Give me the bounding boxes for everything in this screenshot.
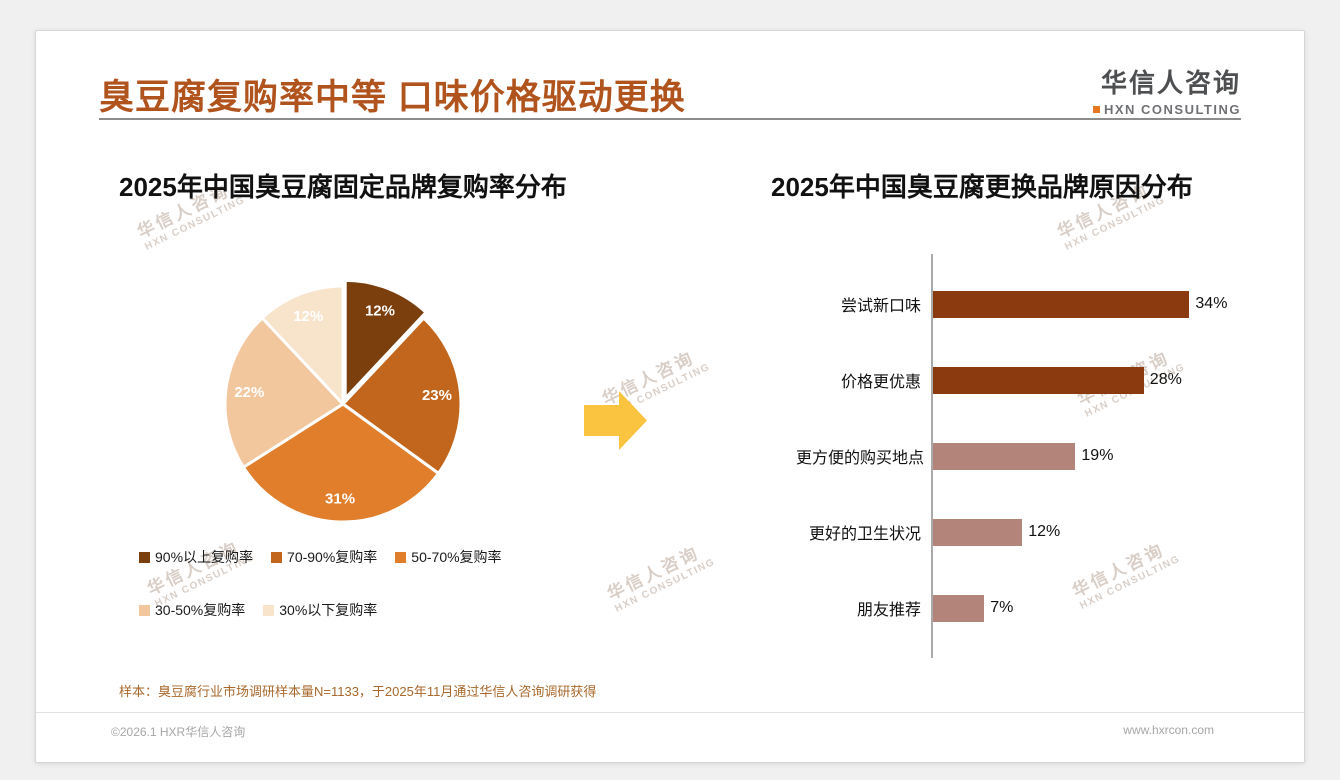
arrow-shape: [584, 391, 647, 450]
bar-value-label: 28%: [1149, 371, 1182, 388]
bar-0: [931, 290, 1190, 318]
bar-value-label: 34%: [1195, 295, 1228, 312]
logo-name-en: HXN CONSULTING: [1092, 102, 1241, 117]
legend-label: 70-90%复购率: [287, 549, 378, 565]
legend-item: 70-90%复购率: [271, 547, 377, 567]
bar-row: 尝试新口味 34%: [796, 266, 1276, 342]
bar-4: [931, 594, 985, 622]
bar-category-label: 朋友推荐: [856, 602, 921, 619]
pie-value-label: 12%: [365, 303, 395, 320]
legend-item: 30-50%复购率: [139, 600, 245, 620]
bar-row: 朋友推荐 7%: [796, 570, 1276, 646]
logo-name-en-text: HXN CONSULTING: [1103, 102, 1241, 117]
bar-value-label: 19%: [1081, 447, 1114, 464]
pie-slice-1: [341, 316, 463, 475]
bar-chart-title: 2025年中国臭豆腐更换品牌原因分布: [771, 172, 1193, 202]
legend-label: 90%以上复购率: [155, 549, 254, 565]
legend-label: 30%以下复购率: [279, 602, 378, 618]
slide-card: 华信人咨询 HXN CONSULTING 华信人咨询 HXN CONSULTIN…: [35, 30, 1305, 763]
pie-slice-4: [260, 284, 345, 406]
pie-slice-0: [343, 278, 428, 400]
company-logo: 华信人咨询 HXN CONSULTING: [1092, 63, 1241, 117]
bar-value-label: 12%: [1028, 523, 1061, 540]
pie-chart: 12% 23% 31% 22% 12%: [223, 278, 463, 524]
legend-label: 30-50%复购率: [155, 602, 246, 618]
logo-mark-icon: [1092, 106, 1100, 113]
pie-legend-row-2: 30-50%复购率 30%以下复购率: [139, 600, 377, 620]
bar-category-label: 更方便的购买地点: [796, 450, 925, 467]
bar-chart: 尝试新口味 34% 价格更优惠 28% 更方便的购买地点 19% 更好的卫生状况 12% 朋友推…: [796, 254, 1276, 658]
bar-2: [931, 442, 1076, 470]
footer-divider: [36, 712, 1304, 713]
legend-swatch: [395, 551, 407, 563]
pie-value-label: 23%: [422, 387, 452, 404]
pie-legend-row-1: 90%以上复购率 70-90%复购率 50-70%复购率: [139, 547, 502, 567]
legend-item: 30%以下复购率: [263, 600, 377, 620]
legend-swatch: [139, 551, 150, 563]
bar-category-label: 价格更优惠: [840, 374, 921, 391]
logo-name-cn: 华信人咨询: [1100, 68, 1241, 98]
header-divider: [99, 118, 1241, 120]
legend-label: 50-70%复购率: [411, 549, 502, 565]
pie-value-label: 12%: [293, 308, 323, 325]
bar-row: 价格更优惠 28%: [796, 342, 1276, 418]
transition-arrow-icon: [584, 391, 647, 450]
pie-value-label: 22%: [234, 384, 264, 401]
bar-1: [931, 366, 1144, 394]
page-title: 臭豆腐复购率中等 口味价格驱动更换: [99, 78, 686, 117]
sample-note: 样本：臭豆腐行业市场调研样本量N=1133，于2025年11月通过华信人咨询调研…: [119, 684, 597, 699]
legend-swatch: [271, 551, 283, 563]
watermark: 华信人咨询 HXN CONSULTING: [604, 538, 717, 615]
bar-row: 更好的卫生状况 12%: [796, 494, 1276, 570]
bar-row: 更方便的购买地点 19%: [796, 418, 1276, 494]
legend-swatch: [263, 604, 275, 616]
bar-3: [931, 518, 1023, 546]
legend-swatch: [139, 604, 150, 616]
pie-slice-2: [241, 402, 440, 524]
legend-item: 90%以上复购率: [139, 547, 253, 567]
bar-category-label: 更好的卫生状况: [808, 526, 921, 543]
copyright-text: ©2026.1 HXR华信人咨询: [111, 725, 246, 739]
pie-chart-title: 2025年中国臭豆腐固定品牌复购率分布: [119, 172, 567, 202]
pie-slice-3: [223, 316, 345, 469]
pie-value-label: 31%: [325, 490, 355, 507]
legend-item: 50-70%复购率: [395, 547, 502, 567]
bar-chart-axis: [931, 254, 933, 658]
bar-category-label: 尝试新口味: [840, 298, 921, 315]
bar-value-label: 7%: [990, 599, 1014, 616]
website-text: www.hxrcon.com: [1123, 723, 1214, 737]
